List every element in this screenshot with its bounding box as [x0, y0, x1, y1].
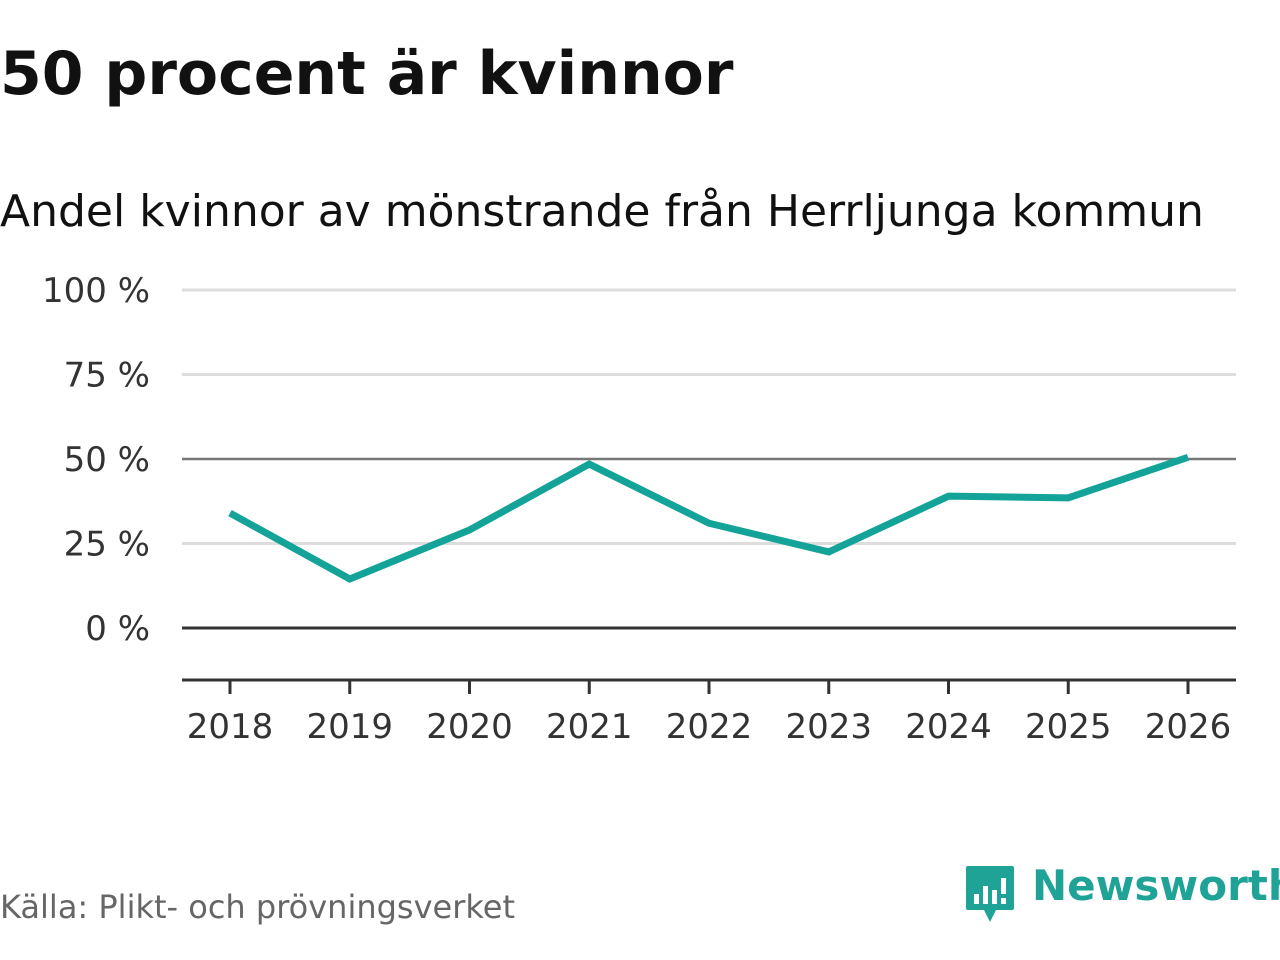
x-tick-label: 2025: [1025, 707, 1112, 747]
x-tick-label: 2020: [426, 707, 513, 747]
y-tick-label: 50 %: [64, 440, 150, 480]
newsworthy-logo-icon: [966, 866, 1014, 922]
y-tick-label: 0 %: [85, 609, 150, 649]
brand-name: Newsworthy: [1032, 861, 1280, 910]
y-tick-label: 25 %: [64, 525, 150, 565]
y-tick-label: 75 %: [64, 356, 150, 396]
series-line: [228, 453, 1190, 583]
x-tick-label: 2024: [905, 707, 992, 747]
chart-subtitle: Andel kvinnor av mönstrande från Herrlju…: [0, 186, 1204, 237]
source-note: Källa: Plikt- och prövningsverket: [0, 888, 515, 926]
x-tick-label: 2022: [666, 707, 753, 747]
x-tick-label: 2026: [1145, 707, 1232, 747]
x-tick-label: 2019: [306, 707, 393, 747]
x-tick-label: 2023: [785, 707, 872, 747]
brand-logo: Newsworthy: [964, 861, 1280, 928]
x-tick-label: 2021: [546, 707, 633, 747]
x-tick-label: 2018: [187, 707, 274, 747]
chart-title: 50 procent är kvinnor: [0, 39, 734, 109]
y-tick-label: 100 %: [42, 271, 150, 311]
